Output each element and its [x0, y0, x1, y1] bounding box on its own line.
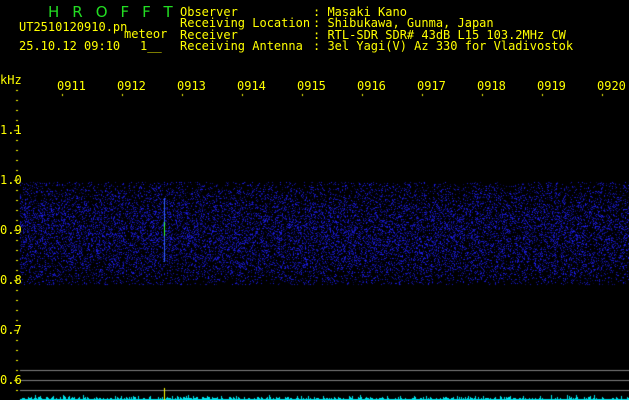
time-tick-label: 0913 [177, 79, 206, 93]
time-tick-label: 0916 [357, 79, 386, 93]
observer-value: : Masaki Kano [313, 5, 407, 19]
y-tick-label: 0.8 [0, 273, 22, 287]
time-tick-label: 0919 [537, 79, 566, 93]
y-tick-label: 1.0 [0, 173, 22, 187]
location-label: Receiving Location [180, 16, 311, 30]
y-tick-label: 0.9 [0, 223, 22, 237]
antenna-value: : 3el Yagi(V) Az 330 for Vladivostok [313, 39, 574, 53]
antenna-label: Receiving Antenna [180, 39, 303, 53]
y-tick-label: 1.1 [0, 123, 22, 137]
location-value: : Shibukawa, Gunma, Japan [313, 16, 494, 30]
location-text: Shibukawa, Gunma, Japan [327, 16, 494, 30]
time-tick-label: 0915 [297, 79, 326, 93]
observer-label: Observer [180, 5, 238, 19]
datetime-label: 25.10.12 09:10 [19, 39, 121, 53]
antenna-text: 3el Yagi(V) Az 330 for Vladivostok [327, 39, 574, 53]
time-tick-label: 0918 [477, 79, 506, 93]
receiver-label: Receiver [180, 28, 238, 42]
filename-label: UT2510120910.pn [19, 20, 128, 34]
receiver-value: : RTL-SDR SDR# 43dB L15 103.2MHz CW [313, 28, 566, 42]
time-tick-label: 0912 [117, 79, 146, 93]
observer-text: Masaki Kano [327, 5, 407, 19]
y-unit-label: kHz [0, 73, 22, 87]
hrofft-logo: HROFFT [48, 3, 186, 21]
y-tick-label: 0.7 [0, 323, 22, 337]
event-label: meteor [124, 27, 168, 41]
y-tick-label: 0.6 [0, 373, 22, 387]
time-tick-label: 0911 [57, 79, 86, 93]
count-label: 1__ [140, 39, 162, 53]
receiver-text: RTL-SDR SDR# 43dB L15 103.2MHz CW [327, 28, 566, 42]
time-tick-label: 0917 [417, 79, 446, 93]
time-tick-label: 0920 [597, 79, 626, 93]
time-tick-label: 0914 [237, 79, 266, 93]
